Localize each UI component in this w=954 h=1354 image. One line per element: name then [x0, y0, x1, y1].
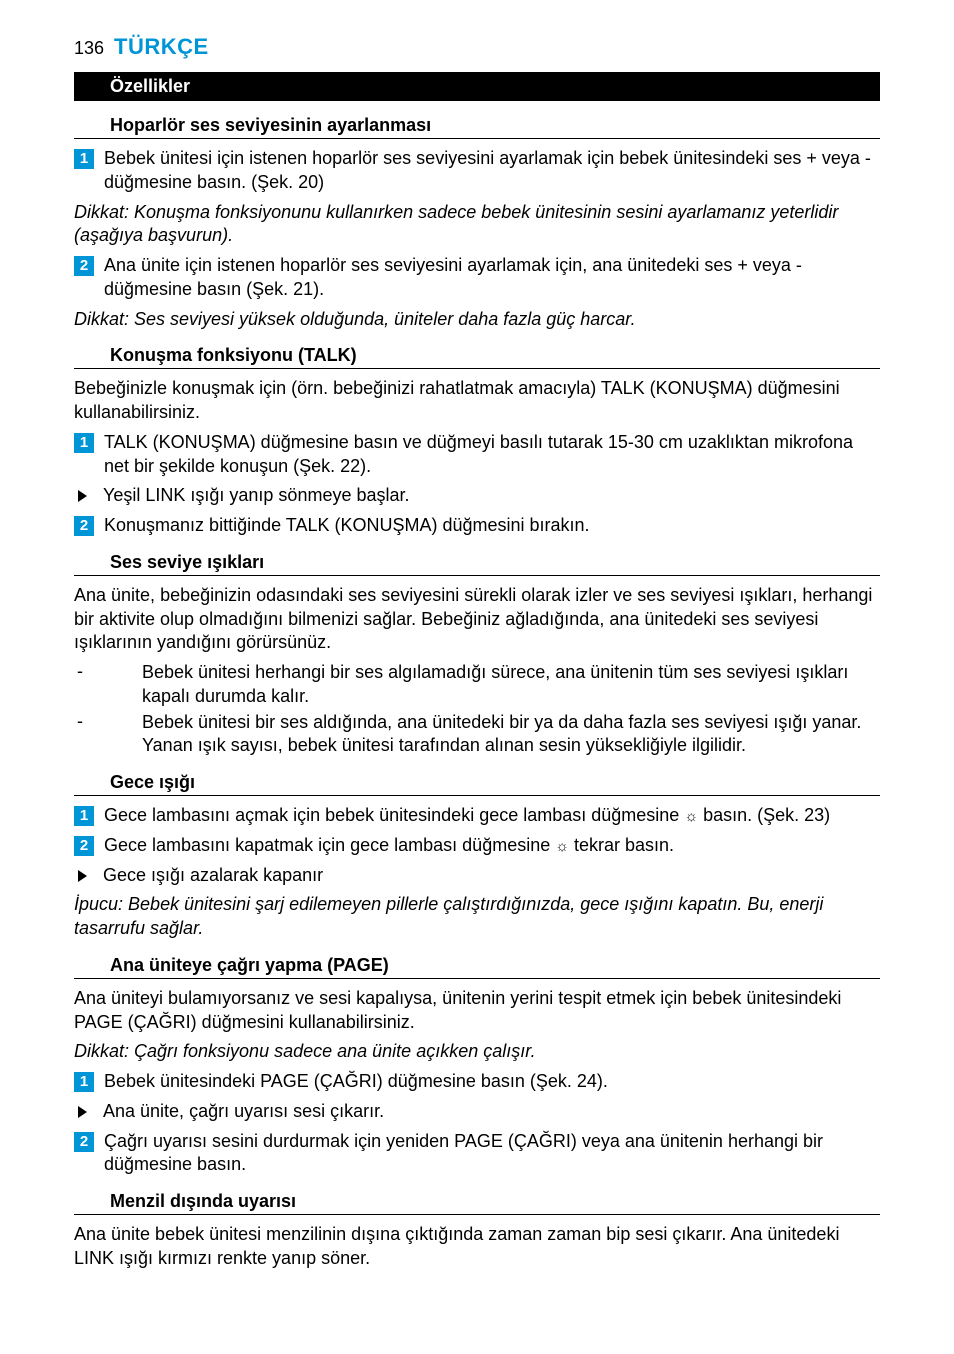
- triangle-bullet-icon: [78, 870, 87, 882]
- sun-icon: ☼: [684, 809, 698, 824]
- dash-text: Bebek ünitesi bir ses aldığında, ana üni…: [138, 711, 880, 759]
- tip-text: İpucu: Bebek ünitesini şarj edilemeyen p…: [74, 893, 880, 941]
- dash-icon: -: [74, 661, 84, 682]
- step-number-2: 2: [74, 1132, 94, 1152]
- step-2: 2 Konuşmanız bittiğinde TALK (KONUŞMA) d…: [74, 514, 880, 538]
- dash-bullet: - Bebek ünitesi herhangi bir ses algılam…: [74, 661, 880, 709]
- step-2: 2 Gece lambasını kapatmak için gece lamb…: [74, 834, 880, 858]
- step-2: 2 Çağrı uyarısı sesini durdurmak için ye…: [74, 1130, 880, 1178]
- heading-range-warning: Menzil dışında uyarısı: [74, 1191, 880, 1215]
- sub-text: Gece ışığı azalarak kapanır: [99, 864, 880, 888]
- dash-icon: -: [74, 711, 84, 732]
- step-number-1: 1: [74, 149, 94, 169]
- step-number-1: 1: [74, 806, 94, 826]
- step-2: 2 Ana ünite için istenen hoparlör ses se…: [74, 254, 880, 302]
- sub-bullet: Ana ünite, çağrı uyarısı sesi çıkarır.: [74, 1100, 880, 1124]
- note-text: Dikkat: Konuşma fonksiyonunu kullanırken…: [74, 201, 880, 249]
- dash-text: Bebek ünitesi herhangi bir ses algılamad…: [138, 661, 880, 709]
- paragraph: Bebeğinizle konuşmak için (örn. bebeğini…: [74, 377, 880, 425]
- triangle-bullet-icon: [78, 490, 87, 502]
- step-1: 1 Bebek ünitesindeki PAGE (ÇAĞRI) düğmes…: [74, 1070, 880, 1094]
- heading-speaker-volume: Hoparlör ses seviyesinin ayarlanması: [74, 115, 880, 139]
- step-text: Çağrı uyarısı sesini durdurmak için yeni…: [104, 1130, 880, 1178]
- text-part: Gece lambasını kapatmak için gece lambas…: [104, 835, 555, 855]
- step-1: 1 Bebek ünitesi için istenen hoparlör se…: [74, 147, 880, 195]
- sub-bullet: Gece ışığı azalarak kapanır: [74, 864, 880, 888]
- page-number: 136: [74, 38, 104, 59]
- step-text: Bebek ünitesindeki PAGE (ÇAĞRI) düğmesin…: [104, 1070, 880, 1094]
- step-text: TALK (KONUŞMA) düğmesine basın ve düğmey…: [104, 431, 880, 479]
- paragraph: Ana ünite, bebeğinizin odasındaki ses se…: [74, 584, 880, 655]
- step-text: Gece lambasını kapatmak için gece lambas…: [104, 834, 880, 858]
- step-number-1: 1: [74, 1072, 94, 1092]
- step-text: Bebek ünitesi için istenen hoparlör ses …: [104, 147, 880, 195]
- paragraph: Ana ünite bebek ünitesi menzilinin dışın…: [74, 1223, 880, 1271]
- step-1: 1 TALK (KONUŞMA) düğmesine basın ve düğm…: [74, 431, 880, 479]
- sub-text: Ana ünite, çağrı uyarısı sesi çıkarır.: [99, 1100, 880, 1124]
- sun-icon: ☼: [555, 839, 569, 854]
- step-text: Gece lambasını açmak için bebek ünitesin…: [104, 804, 880, 828]
- step-number-1: 1: [74, 433, 94, 453]
- sub-bullet: Yeşil LINK ışığı yanıp sönmeye başlar.: [74, 484, 880, 508]
- sub-text: Yeşil LINK ışığı yanıp sönmeye başlar.: [99, 484, 880, 508]
- text-part: Gece lambasını açmak için bebek ünitesin…: [104, 805, 684, 825]
- step-number-2: 2: [74, 256, 94, 276]
- language-label: TÜRKÇE: [114, 34, 209, 60]
- step-number-2: 2: [74, 836, 94, 856]
- step-text: Konuşmanız bittiğinde TALK (KONUŞMA) düğ…: [104, 514, 880, 538]
- heading-talk: Konuşma fonksiyonu (TALK): [74, 345, 880, 369]
- heading-page: Ana üniteye çağrı yapma (PAGE): [74, 955, 880, 979]
- step-1: 1 Gece lambasını açmak için bebek ünites…: [74, 804, 880, 828]
- step-number-2: 2: [74, 516, 94, 536]
- paragraph: Ana üniteyi bulamıyorsanız ve sesi kapal…: [74, 987, 880, 1035]
- section-title-features: Özellikler: [74, 72, 880, 101]
- dash-bullet: - Bebek ünitesi bir ses aldığında, ana ü…: [74, 711, 880, 759]
- heading-night-light: Gece ışığı: [74, 772, 880, 796]
- heading-sound-lights: Ses seviye ışıkları: [74, 552, 880, 576]
- manual-page: 136 TÜRKÇE Özellikler Hoparlör ses seviy…: [0, 0, 954, 1354]
- step-text: Ana ünite için istenen hoparlör ses sevi…: [104, 254, 880, 302]
- page-header: 136 TÜRKÇE: [74, 34, 880, 60]
- triangle-bullet-icon: [78, 1106, 87, 1118]
- text-part: basın. (Şek. 23): [698, 805, 830, 825]
- note-text: Dikkat: Ses seviyesi yüksek olduğunda, ü…: [74, 308, 880, 332]
- text-part: tekrar basın.: [569, 835, 674, 855]
- note-text: Dikkat: Çağrı fonksiyonu sadece ana ünit…: [74, 1040, 880, 1064]
